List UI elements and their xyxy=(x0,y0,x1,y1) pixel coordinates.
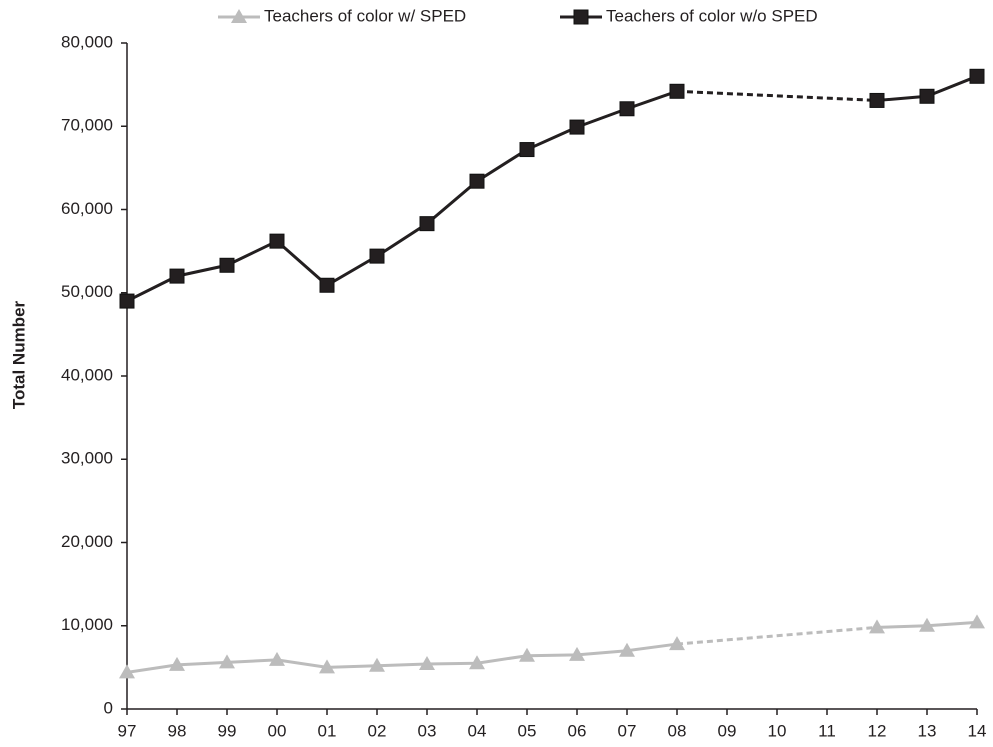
marker xyxy=(119,293,135,309)
marker xyxy=(169,656,185,671)
marker xyxy=(369,657,385,672)
legend-label: Teachers of color w/ SPED xyxy=(264,6,466,25)
marker xyxy=(269,233,285,249)
marker xyxy=(919,88,935,104)
marker xyxy=(619,101,635,117)
marker xyxy=(369,248,385,264)
marker xyxy=(569,119,585,135)
x-tick-label: 98 xyxy=(168,721,187,740)
x-tick-label: 02 xyxy=(368,721,387,740)
legend-marker xyxy=(231,9,247,23)
y-axis-label: Total Number xyxy=(9,300,28,409)
marker xyxy=(619,642,635,657)
marker xyxy=(869,92,885,108)
x-tick-label: 00 xyxy=(268,721,287,740)
marker xyxy=(319,277,335,293)
y-tick-label: 20,000 xyxy=(61,532,113,551)
x-tick-label: 05 xyxy=(518,721,537,740)
x-tick-label: 11 xyxy=(818,721,836,740)
marker xyxy=(169,268,185,284)
marker xyxy=(269,651,285,666)
legend-label: Teachers of color w/o SPED xyxy=(606,6,818,25)
gap-connector xyxy=(676,625,878,646)
marker xyxy=(119,664,135,679)
marker xyxy=(469,655,485,670)
x-tick-label: 12 xyxy=(868,721,887,740)
marker xyxy=(969,614,985,629)
marker xyxy=(419,656,435,671)
y-tick-label: 60,000 xyxy=(61,199,113,218)
marker xyxy=(669,636,685,651)
marker xyxy=(519,647,535,662)
y-tick-label: 80,000 xyxy=(61,32,113,51)
gap-connector xyxy=(676,89,878,102)
x-tick-label: 09 xyxy=(718,721,737,740)
marker xyxy=(569,646,585,661)
x-tick-label: 10 xyxy=(768,721,787,740)
x-tick-label: 01 xyxy=(318,721,337,740)
y-tick-label: 50,000 xyxy=(61,282,113,301)
y-tick-label: 10,000 xyxy=(61,615,113,634)
y-tick-label: 0 xyxy=(104,698,113,717)
y-tick-label: 70,000 xyxy=(61,116,113,135)
legend-marker xyxy=(573,9,589,25)
x-tick-label: 04 xyxy=(468,721,487,740)
marker xyxy=(969,68,985,84)
marker xyxy=(219,654,235,669)
marker xyxy=(469,173,485,189)
y-tick-label: 40,000 xyxy=(61,365,113,384)
marker xyxy=(869,619,885,634)
x-tick-label: 07 xyxy=(618,721,637,740)
series-line xyxy=(126,89,678,303)
x-tick-label: 14 xyxy=(968,721,987,740)
x-tick-label: 08 xyxy=(668,721,687,740)
marker xyxy=(219,257,235,273)
marker xyxy=(669,83,685,99)
marker xyxy=(319,659,335,674)
series-line xyxy=(126,642,678,674)
x-tick-label: 99 xyxy=(218,721,237,740)
marker xyxy=(419,216,435,232)
x-tick-label: 03 xyxy=(418,721,437,740)
x-tick-label: 06 xyxy=(568,721,587,740)
y-tick-label: 30,000 xyxy=(61,449,113,468)
marker xyxy=(519,142,535,158)
x-tick-label: 97 xyxy=(118,721,137,740)
marker xyxy=(919,617,935,632)
x-tick-label: 13 xyxy=(918,721,937,740)
